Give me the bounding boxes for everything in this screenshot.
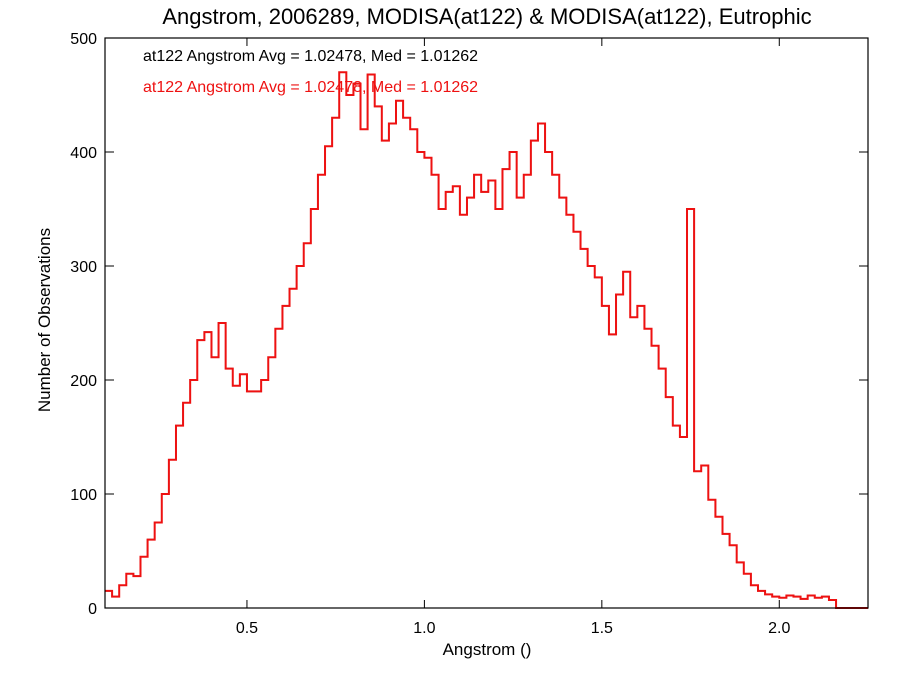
x-tick-label: 1.5 [591,620,613,637]
y-axis-label: Number of Observations [35,228,54,412]
x-axis: 0.5 1.0 1.5 2.0 [236,38,790,637]
x-tick-label: 1.0 [413,620,435,637]
y-axis: 0 100 200 300 400 500 [70,31,868,618]
x-tick-label: 0.5 [236,620,258,637]
y-tick-label: 400 [70,145,97,162]
plot-area [105,71,868,609]
legend-entry-black: at122 Angstrom Avg = 1.02478, Med = 1.01… [143,48,478,65]
x-axis-label: Angstrom () [443,640,532,659]
y-tick-label: 100 [70,487,97,504]
chart-title: Angstrom, 2006289, MODISA(at122) & MODIS… [162,4,811,29]
y-tick-label: 300 [70,259,97,276]
y-tick-label: 500 [70,31,97,48]
x-tick-label: 2.0 [768,620,790,637]
y-tick-label: 0 [88,601,97,618]
series-step-line-red [105,71,868,609]
y-tick-label: 200 [70,373,97,390]
legend-entry-red: at122 Angstrom Avg = 1.02478, Med = 1.01… [143,79,478,96]
plot-frame [104,37,869,609]
